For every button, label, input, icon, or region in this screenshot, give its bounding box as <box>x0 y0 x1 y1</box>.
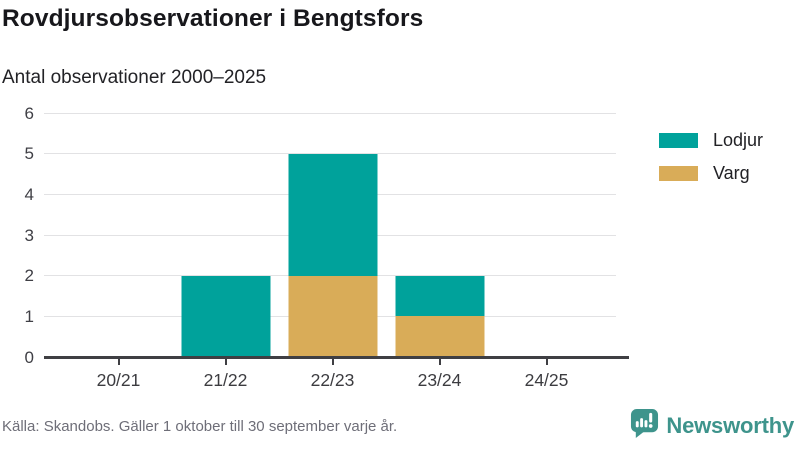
bar-segment-lodjur-23/24 <box>395 275 484 317</box>
x-axis-label-20/21: 20/21 <box>96 369 141 390</box>
bar-slot-20/21 <box>65 113 172 357</box>
newsworthy-logo: Newsworthy <box>630 408 794 444</box>
y-axis-label-0: 0 <box>24 347 34 367</box>
legend-label-lodjur: Lodjur <box>713 130 764 150</box>
legend-item-varg: Varg <box>659 163 763 184</box>
x-slot-22/23: 22/23 <box>279 358 386 391</box>
plot-area <box>44 112 616 357</box>
x-axis-tick <box>331 358 334 365</box>
bar-slot-22/23 <box>279 113 386 357</box>
x-axis-label-22/23: 22/23 <box>310 369 355 390</box>
newsworthy-wordmark: Newsworthy <box>666 413 794 438</box>
y-axis-label-2: 2 <box>24 266 34 286</box>
x-axis-label-24/25: 24/25 <box>524 369 569 390</box>
x-axis-labels: 20/21 21/22 22/23 23/24 24/25 <box>65 358 600 391</box>
bar-segment-lodjur-22/23 <box>288 153 377 276</box>
bar-segment-varg-22/23 <box>288 275 377 357</box>
x-slot-21/22: 21/22 <box>172 358 279 391</box>
bar-segment-varg-23/24 <box>395 316 484 357</box>
chart-title: Rovdjursobservationer i Bengtsfors <box>2 5 424 32</box>
x-axis-tick <box>545 358 548 365</box>
legend-label-varg: Varg <box>713 163 750 183</box>
y-axis-label-5: 5 <box>24 144 34 164</box>
bar-21/22 <box>181 275 270 357</box>
x-slot-24/25: 24/25 <box>493 358 600 391</box>
legend-item-lodjur: Lodjur <box>659 130 763 151</box>
legend-swatch-lodjur <box>659 133 698 148</box>
source-note: Källa: Skandobs. Gäller 1 oktober till 3… <box>2 417 398 435</box>
y-axis-labels: 0 1 2 3 4 5 6 <box>0 104 34 367</box>
bar-slot-23/24 <box>386 113 493 357</box>
bar-slot-24/25 <box>493 113 600 357</box>
x-axis-tick <box>117 358 120 365</box>
y-axis-label-3: 3 <box>24 225 34 245</box>
newsworthy-bubble-chart-icon <box>630 408 659 444</box>
gridline-6 <box>44 112 616 114</box>
x-axis-tick <box>438 358 441 365</box>
bar-23/24 <box>395 275 484 357</box>
x-axis-line <box>44 356 629 359</box>
y-axis-label-1: 1 <box>24 306 34 326</box>
x-axis-tick <box>224 358 227 365</box>
bar-slot-21/22 <box>172 113 279 357</box>
legend: Lodjur Varg <box>659 130 763 184</box>
x-slot-20/21: 20/21 <box>65 358 172 391</box>
bar-segment-lodjur-21/22 <box>181 275 270 357</box>
legend-swatch-varg <box>659 166 698 181</box>
x-axis-label-21/22: 21/22 <box>203 369 248 390</box>
bar-22/23 <box>288 153 377 357</box>
x-slot-23/24: 23/24 <box>386 358 493 391</box>
y-axis-label-4: 4 <box>24 184 34 204</box>
bar-series <box>65 113 600 357</box>
y-axis-label-6: 6 <box>24 103 34 123</box>
x-axis-label-23/24: 23/24 <box>417 369 462 390</box>
chart-subtitle: Antal observationer 2000–2025 <box>2 67 267 88</box>
footer: Källa: Skandobs. Gäller 1 oktober till 3… <box>2 408 794 444</box>
